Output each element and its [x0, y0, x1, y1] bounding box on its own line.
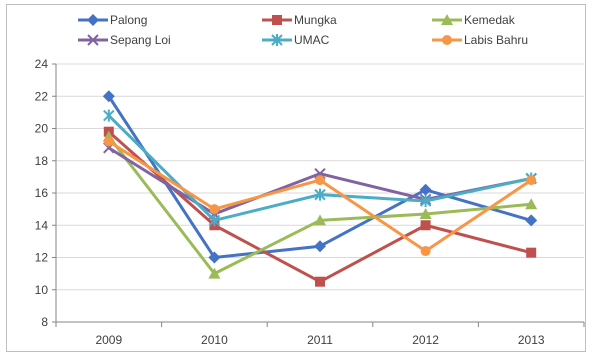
- legend-marker: [271, 34, 283, 46]
- data-point: [103, 136, 114, 147]
- data-point: [208, 267, 221, 279]
- legend-label: Kemedak: [464, 13, 516, 27]
- legend-marker: [442, 35, 452, 45]
- legend-marker: [441, 14, 453, 25]
- y-tick-label: 14: [35, 218, 49, 232]
- x-axis-ticks: 2009 2010 2011 2012 2013: [55, 322, 585, 347]
- data-point: [525, 198, 538, 210]
- legend-label: Palong: [110, 13, 147, 27]
- y-tick-label: 22: [35, 89, 49, 103]
- data-point: [314, 214, 326, 226]
- legend-item: Kemedak: [432, 13, 516, 27]
- data-point: [526, 247, 537, 258]
- data-point: [314, 240, 326, 253]
- data-point: [315, 276, 325, 287]
- data-point: [102, 90, 115, 103]
- series-line: [107, 135, 532, 276]
- legend-label: Mungka: [294, 13, 337, 27]
- data-point: [208, 251, 221, 264]
- data-point: [419, 207, 432, 219]
- legend-item: Mungka: [262, 13, 337, 27]
- y-tick-label: 24: [35, 57, 49, 71]
- legend-label: Sepang Loi: [110, 33, 171, 47]
- y-tick-label: 10: [35, 283, 49, 297]
- legend-item: UMAC: [262, 33, 330, 47]
- legend: Palong Mungka Kemedak Sepang Loi UMAC Labis B…: [78, 13, 528, 47]
- legend-marker: [87, 14, 99, 26]
- data-point: [209, 204, 220, 215]
- series-layer: [102, 90, 538, 287]
- data-point: [420, 246, 431, 257]
- y-tick-label: 8: [41, 315, 48, 329]
- series-line: [107, 114, 532, 222]
- y-tick-label: 16: [35, 186, 49, 200]
- y-tick-label: 18: [35, 154, 49, 168]
- chart-area: [6, 4, 586, 352]
- series-mungka: [103, 126, 537, 287]
- x-tick-label: 2009: [95, 333, 122, 347]
- data-point: [314, 188, 326, 201]
- y-tick-label: 12: [35, 251, 49, 265]
- legend-marker: [272, 15, 282, 25]
- x-tick-label: 2013: [518, 333, 545, 347]
- data-point: [420, 220, 431, 231]
- data-point: [525, 214, 538, 227]
- y-tick-label: 20: [35, 122, 49, 136]
- legend-item: Palong: [78, 13, 147, 27]
- x-tick-label: 2011: [307, 333, 333, 347]
- data-point: [315, 175, 325, 186]
- legend-label: Labis Bahru: [464, 33, 528, 47]
- x-tick-label: 2012: [412, 333, 439, 347]
- data-point: [103, 109, 115, 122]
- gridlines: [56, 63, 584, 291]
- x-tick-label: 2010: [201, 333, 228, 347]
- legend-item: Sepang Loi: [78, 33, 171, 47]
- series-kemedak: [102, 130, 538, 279]
- legend-marker: [87, 34, 99, 46]
- data-point: [419, 195, 432, 208]
- legend-item: Labis Bahru: [432, 33, 528, 47]
- series-line: [107, 130, 532, 284]
- series-palong: [102, 90, 538, 264]
- legend-label: UMAC: [294, 33, 330, 47]
- data-point: [526, 175, 537, 186]
- series-labis-bahru: [103, 136, 537, 257]
- y-axis-ticks: 8 10 12 14 16 18 20 22 24: [35, 57, 56, 329]
- data-point: [419, 183, 432, 196]
- data-point: [208, 214, 221, 227]
